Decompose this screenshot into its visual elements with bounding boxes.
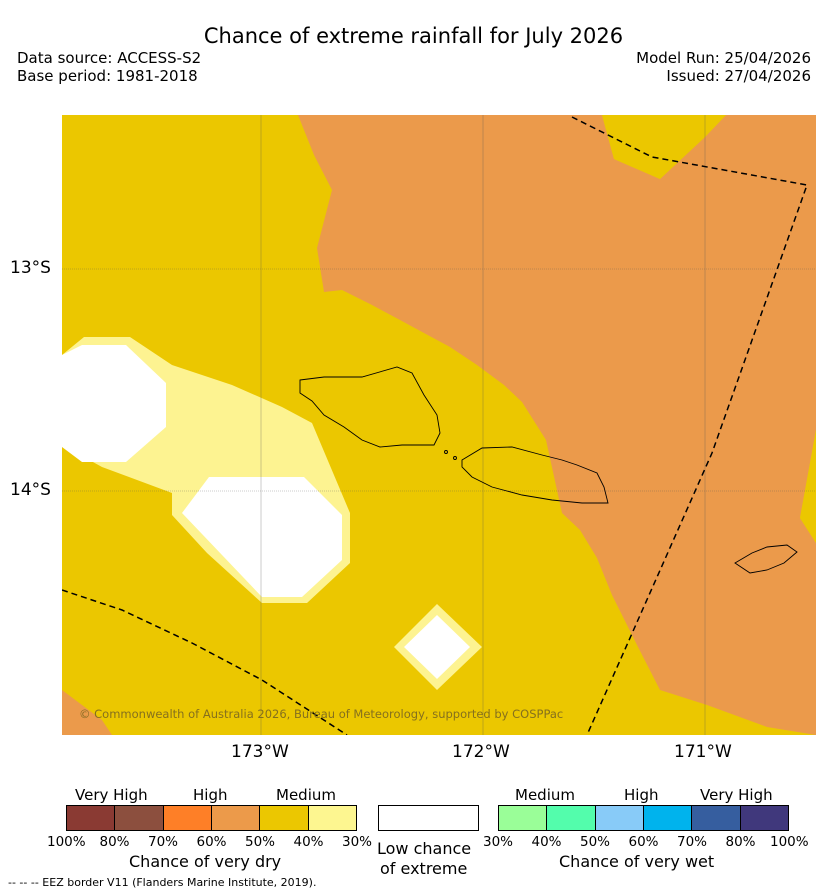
tutuila-island (734, 544, 798, 574)
dry-tick-2: 70% (147, 834, 178, 850)
dry-tick-5: 40% (293, 834, 324, 850)
lon-tick-172w: 172°W (452, 742, 510, 762)
dry-tick-0: 100% (47, 834, 86, 850)
wet-tick-1: 40% (531, 834, 562, 850)
map-svg: © Commonwealth of Australia 2026, Bureau… (62, 115, 816, 735)
data-source: Data source: ACCESS-S2 (17, 49, 202, 67)
dry-tick-1: 80% (99, 834, 130, 850)
wet-tick-4: 70% (676, 834, 707, 850)
wet-swatch-5 (740, 806, 788, 830)
wet-swatch-2 (595, 806, 644, 830)
lon-tick-173w: 173°W (231, 742, 289, 762)
dry-swatch-5 (308, 806, 356, 830)
base-period: Base period: 1981-2018 (17, 67, 198, 85)
gridlines (62, 115, 816, 735)
copyright-text: © Commonwealth of Australia 2026, Bureau… (79, 707, 563, 721)
low-chance-label-1: Low chance (377, 839, 472, 858)
wet-swatch-1 (547, 806, 596, 830)
low-chance-left (62, 345, 166, 462)
wet-swatch-4 (692, 806, 741, 830)
lon-tick-171w: 171°W (674, 742, 732, 762)
lat-tick-13s: 13°S (10, 258, 51, 278)
wet-legend-medium: Medium (515, 786, 575, 804)
low-chance-swatch (378, 805, 479, 831)
wet-swatch-3 (643, 806, 693, 830)
high-dry-region (298, 115, 816, 735)
dry-colorbar (66, 805, 357, 831)
savaii-island (299, 366, 441, 448)
dry-legend-label: Chance of very dry (129, 852, 282, 871)
eez-footer-note: -- -- -- EEZ border V11 (Flanders Marine… (8, 876, 317, 889)
upolu-island (461, 446, 609, 504)
wet-tick-0: 30% (482, 834, 513, 850)
eez-border (62, 116, 809, 735)
medium-dry-patch-right (800, 430, 816, 543)
wet-swatch-0 (499, 806, 548, 830)
rainfall-map: © Commonwealth of Australia 2026, Bureau… (62, 115, 816, 735)
dry-tick-3: 60% (196, 834, 227, 850)
dry-swatch-0 (67, 806, 116, 830)
low-chance-label-2: of extreme (380, 859, 468, 878)
wet-tick-6: 100% (770, 834, 809, 850)
dry-swatch-1 (115, 806, 164, 830)
wet-legend-high: High (624, 786, 659, 804)
wet-legend-very-high: Very High (700, 786, 773, 804)
lat-tick-14s: 14°S (10, 480, 51, 500)
dry-legend-medium: Medium (276, 786, 336, 804)
dry-swatch-4 (260, 806, 309, 830)
wet-colorbar (498, 805, 789, 831)
dry-swatch-3 (211, 806, 261, 830)
wet-tick-2: 50% (579, 834, 610, 850)
low-chance-center (182, 477, 342, 597)
dry-tick-6: 30% (341, 834, 372, 850)
islands (299, 366, 798, 574)
model-run: Model Run: 25/04/2026 (636, 49, 811, 67)
dry-legend-very-high: Very High (75, 786, 148, 804)
wet-tick-3: 60% (628, 834, 659, 850)
wet-legend-label: Chance of very wet (559, 852, 715, 871)
high-dry-patch (62, 690, 112, 735)
issued-date: Issued: 27/04/2026 (666, 67, 811, 85)
low-chance-diamond (404, 615, 470, 679)
dry-swatch-2 (163, 806, 212, 830)
medium-dry-patch-top (602, 115, 726, 179)
dry-tick-4: 50% (244, 834, 275, 850)
map-title: Chance of extreme rainfall for July 2026 (203, 24, 624, 48)
wet-tick-5: 80% (725, 834, 756, 850)
dry-legend-high: High (193, 786, 228, 804)
